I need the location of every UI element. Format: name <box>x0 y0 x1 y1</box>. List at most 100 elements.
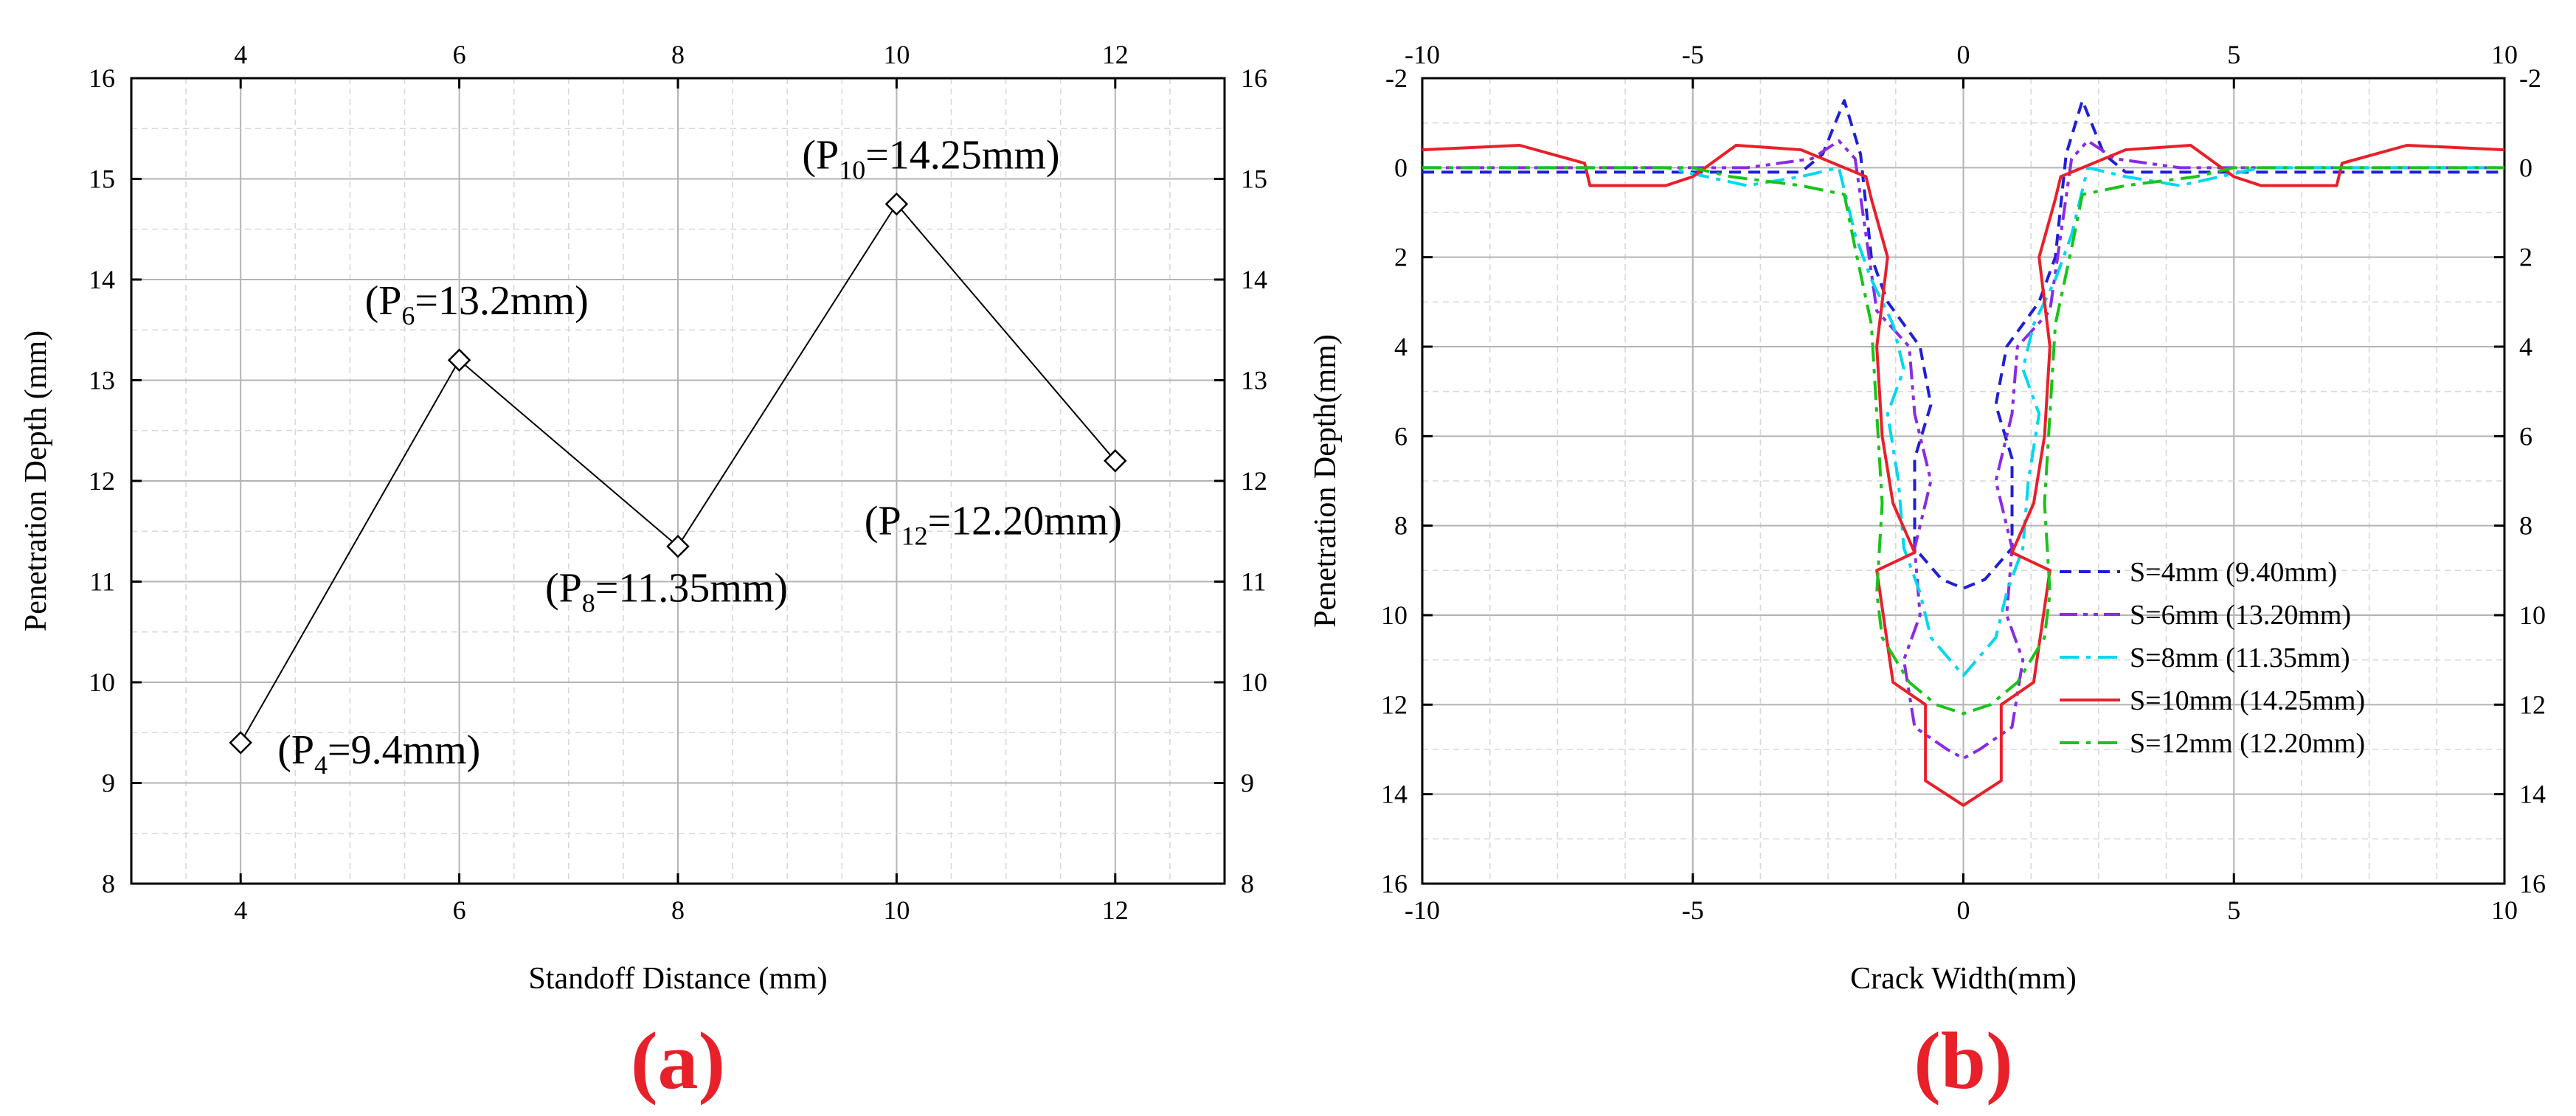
y-tick-label-right: 8 <box>1241 869 1254 898</box>
x-tick-label-bottom: -10 <box>1405 895 1440 925</box>
x-axis-label: Crack Width(mm) <box>1850 962 2077 996</box>
point-annotation: (P8=11.35mm) <box>545 566 788 618</box>
x-tick-label-top: 6 <box>453 40 466 69</box>
y-tick-label-right: 13 <box>1241 366 1267 395</box>
annotation-subscript: 8 <box>582 589 595 618</box>
series-line <box>1422 144 2505 807</box>
y-tick-label-left: 14 <box>1381 780 1408 809</box>
y-tick-label-right: 0 <box>2519 153 2532 182</box>
point-annotation: (P6=13.2mm) <box>365 278 589 330</box>
annotation-suffix: =14.25mm) <box>865 133 1059 179</box>
y-tick-label-right: 4 <box>2519 332 2532 361</box>
y-tick-label-right: 10 <box>1241 668 1267 697</box>
annotation-prefix: (P <box>545 566 582 611</box>
x-tick-label-top: 4 <box>234 40 247 69</box>
data-point-marker <box>666 534 690 558</box>
data-point-marker <box>884 192 909 216</box>
x-tick-label-bottom: 4 <box>234 895 247 925</box>
x-tick-label-bottom: 10 <box>2491 895 2518 925</box>
y-tick-label-left: 12 <box>89 466 115 496</box>
x-tick-label-top: 5 <box>2227 40 2240 69</box>
y-tick-label-left: 8 <box>102 869 115 898</box>
x-tick-label-bottom: 5 <box>2227 895 2240 925</box>
annotation-subscript: 10 <box>839 156 865 185</box>
series-line <box>1422 139 2504 760</box>
series-line <box>1422 99 2504 590</box>
x-tick-label-bottom: 6 <box>453 895 466 925</box>
y-tick-label-right: 12 <box>2519 690 2546 719</box>
y-axis-label: Penetration Depth (mm) <box>19 330 53 631</box>
y-tick-label-left: 9 <box>102 769 115 798</box>
x-axis-label: Standoff Distance (mm) <box>528 962 827 996</box>
series-line <box>1422 166 2504 677</box>
y-tick-label-left: 4 <box>1394 332 1408 361</box>
y-tick-label-left: 8 <box>1394 511 1408 541</box>
point-annotation: (P12=12.20mm) <box>865 499 1122 551</box>
y-tick-label-right: 14 <box>1241 265 1267 294</box>
panel-label-a: (a) <box>631 1016 725 1106</box>
y-tick-label-right: 16 <box>1241 63 1267 93</box>
x-tick-label-top: 10 <box>883 40 910 69</box>
annotation-subscript: 12 <box>901 521 928 551</box>
x-tick-label-bottom: -5 <box>1682 895 1704 925</box>
y-tick-label-left: 11 <box>89 567 115 597</box>
point-annotation: (P4=9.4mm) <box>277 727 480 780</box>
data-point-marker <box>447 348 471 372</box>
annotation-suffix: =12.20mm) <box>928 499 1122 544</box>
panel-label-b: (b) <box>1914 1016 2012 1106</box>
y-tick-label-right: 9 <box>1241 769 1254 798</box>
annotation-suffix: =9.4mm) <box>328 727 480 773</box>
chart-panel-a: 4 4 6 6 8 8 10 10 12 12 8 8 9 9 10 10 11 11 12 12 13 13 14 14 15… <box>19 40 1267 1106</box>
x-tick-label-top: 8 <box>671 40 685 69</box>
y-tick-label-right: 15 <box>1241 164 1267 194</box>
point-annotation: (P10=14.25mm) <box>802 133 1059 185</box>
y-tick-label-right: 6 <box>2519 421 2532 451</box>
annotation-prefix: (P <box>365 278 402 324</box>
x-tick-label-top: 0 <box>1957 40 1970 69</box>
y-tick-label-left: 0 <box>1394 153 1408 182</box>
y-axis-label: Penetration Depth(mm) <box>1309 334 1343 628</box>
x-tick-label-bottom: 10 <box>883 895 910 925</box>
y-tick-label-left: 12 <box>1381 690 1408 719</box>
y-tick-label-right: 14 <box>2519 780 2546 809</box>
annotation-subscript: 4 <box>314 750 328 780</box>
x-tick-label-top: -10 <box>1405 40 1440 69</box>
annotation-suffix: =11.35mm) <box>595 566 788 611</box>
legend-label: S=4mm (9.40mm) <box>2130 557 2337 588</box>
legend-label: S=8mm (11.35mm) <box>2130 642 2350 673</box>
x-tick-label-bottom: 12 <box>1102 895 1129 925</box>
y-tick-label-left: -2 <box>1385 63 1408 93</box>
y-tick-label-left: 16 <box>89 63 115 93</box>
x-tick-label-bottom: 8 <box>671 895 685 925</box>
x-tick-label-top: 10 <box>2491 40 2518 69</box>
annotation-prefix: (P <box>802 133 839 179</box>
y-tick-label-left: 10 <box>1381 600 1408 630</box>
y-tick-label-right: 12 <box>1241 466 1267 496</box>
x-tick-label-top: -5 <box>1682 40 1704 69</box>
data-point-marker <box>1104 448 1127 473</box>
y-tick-label-left: 16 <box>1381 869 1408 898</box>
data-point-marker <box>229 731 252 755</box>
annotation-prefix: (P <box>277 727 314 773</box>
legend-label: S=10mm (14.25mm) <box>2130 685 2365 716</box>
y-tick-label-left: 2 <box>1394 243 1408 272</box>
y-tick-label-right: 11 <box>1241 567 1267 597</box>
y-tick-label-left: 6 <box>1394 421 1408 451</box>
annotation-subscript: 6 <box>401 301 415 330</box>
y-tick-label-right: 8 <box>2519 511 2532 541</box>
y-tick-label-right: 10 <box>2519 600 2546 630</box>
annotation-suffix: =13.2mm) <box>415 278 588 324</box>
y-tick-label-left: 14 <box>89 265 115 294</box>
y-tick-label-left: 10 <box>89 668 115 697</box>
series-line <box>1422 166 2504 715</box>
legend-label: S=12mm (12.20mm) <box>2130 728 2365 759</box>
y-tick-label-right: -2 <box>2519 63 2541 93</box>
y-tick-label-right: 16 <box>2519 869 2546 898</box>
y-tick-label-left: 13 <box>89 366 115 395</box>
x-tick-label-top: 12 <box>1102 40 1129 69</box>
annotation-prefix: (P <box>865 499 901 544</box>
y-tick-label-left: 15 <box>89 164 115 194</box>
y-tick-label-right: 2 <box>2519 243 2532 272</box>
